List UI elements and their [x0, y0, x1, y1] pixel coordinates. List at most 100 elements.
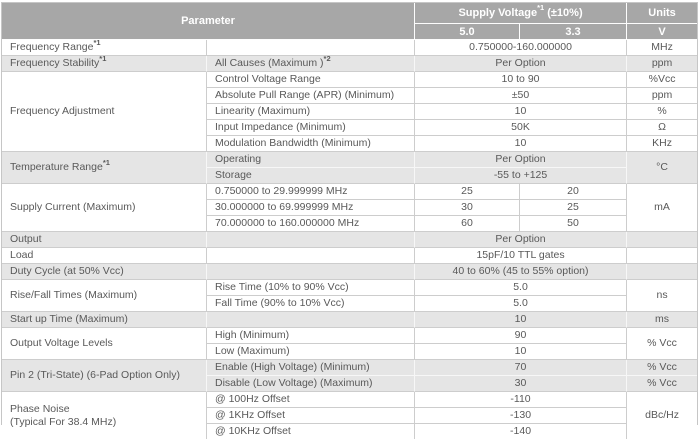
table-row: Output Per Option	[2, 232, 698, 248]
unit-cell: dBc/Hz	[627, 392, 698, 439]
unit-cell: ppm	[627, 56, 698, 72]
table-row: Supply Current (Maximum) 0.750000 to 29.9…	[2, 184, 698, 232]
cell-text: 50	[567, 217, 579, 230]
unit-cell: °C	[627, 152, 698, 184]
value-cell: 90	[415, 328, 628, 344]
cell-text: @ 1KHz Offset	[215, 409, 285, 422]
cell-text: Enable (High Voltage) (Minimum)	[215, 361, 370, 374]
header-3v3-cell: 3.3	[520, 24, 628, 40]
header-parameter-cell: Parameter	[2, 3, 416, 40]
value-cell: 10	[415, 312, 628, 328]
table-row: Input Impedance (Minimum) 50K Ω	[2, 120, 698, 136]
cell-text: mA	[654, 201, 670, 214]
footnote-marker: *1	[102, 157, 110, 167]
cell-text: 15pF/10 TTL gates	[476, 249, 565, 262]
param-cell: Start up Time (Maximum)	[2, 312, 207, 328]
cell-text: ppm	[651, 89, 673, 102]
cell-text: 10	[514, 313, 527, 326]
value-cell: -55 to +125	[415, 168, 628, 184]
value-cell: -140	[415, 424, 628, 439]
footnote-marker: *2	[323, 56, 331, 63]
cell-text: Low (Maximum)	[215, 345, 290, 358]
cell-text: % Vcc	[647, 337, 677, 350]
param-cell: Supply Current (Maximum)	[2, 184, 207, 232]
cell-text: 5.0	[513, 297, 528, 310]
cell-text: @ 10KHz Offset	[215, 425, 291, 438]
value-cell: 25	[520, 200, 628, 216]
cell-text: %	[657, 105, 667, 118]
sub-param-cell: Operating	[207, 152, 416, 168]
param-line: Phase Noise	[10, 403, 70, 416]
cell-text: % Vcc	[647, 377, 677, 390]
cell-text: Duty Cycle (at 50% Vcc)	[10, 265, 124, 278]
cell-text: Per Option	[495, 233, 546, 246]
unit-cell: ppm	[627, 88, 698, 104]
sub-param-cell: Control Voltage Range	[207, 72, 416, 88]
value-cell: 20	[520, 184, 628, 200]
header-volts-label: V	[658, 25, 666, 38]
value-cell: Per Option	[415, 152, 628, 168]
cell-text: Temperature Range	[10, 161, 103, 174]
cell-text: ms	[655, 313, 670, 326]
table-row: Temperature Range*1 Operating Per Option °C	[2, 152, 698, 184]
table-row: Start up Time (Maximum) 10 ms	[2, 312, 698, 328]
table-row: Duty Cycle (at 50% Vcc) 40 to 60% (45 to …	[2, 264, 698, 280]
cell-text: Ω	[658, 121, 666, 134]
param-cell: Frequency Stability*1	[2, 56, 207, 72]
sub-param-cell: Modulation Bandwidth (Minimum)	[207, 136, 416, 152]
value-cell: 50K	[415, 120, 628, 136]
cell-text: @ 100Hz Offset	[215, 393, 290, 406]
header-units-label: Units	[648, 7, 676, 19]
param-cell: Output	[2, 232, 207, 248]
table-row: Rise/Fall Times (Maximum) Rise Time (10% …	[2, 280, 698, 312]
cell-text: 40 to 60% (45 to 55% option)	[452, 265, 589, 278]
cell-text: %Vcc	[648, 73, 676, 86]
cell-text: Supply Current (Maximum)	[10, 201, 136, 214]
cell-text: Linearity (Maximum)	[215, 105, 311, 118]
sub-param-cell: 0.750000 to 29.999999 MHz	[207, 184, 416, 200]
value-cell: 10	[415, 136, 628, 152]
footnote-marker: *1	[99, 56, 107, 63]
cell-text: KHz	[652, 137, 672, 150]
value-cell: Per Option	[415, 56, 628, 72]
value-cell: 0.750000-160.000000	[415, 40, 628, 56]
value-cell: 10	[415, 344, 628, 360]
cell-text: 10	[514, 137, 527, 150]
table-row: Modulation Bandwidth (Minimum) 10 KHz	[2, 136, 698, 152]
cell-text: 25	[461, 185, 473, 198]
sub-param-cell: Disable (Low Voltage) (Maximum)	[207, 376, 416, 392]
sub-param-cell	[207, 248, 416, 264]
table-row: 30.000000 to 69.999999 MHz 30 25	[2, 200, 697, 216]
sub-param-cell: Rise Time (10% to 90% Vcc)	[207, 280, 416, 296]
value-cell: 10 to 90	[415, 72, 628, 88]
cell-text: -110	[510, 393, 531, 406]
cell-text: dBc/Hz	[645, 409, 679, 422]
cell-text: High (Minimum)	[215, 329, 290, 342]
header-supply-voltage-cell: Supply Voltage*1 (±10%)	[415, 3, 628, 24]
sub-param-cell: Absolute Pull Range (APR) (Minimum)	[207, 88, 416, 104]
sub-param-cell: @ 1KHz Offset	[207, 408, 416, 424]
cell-text: All Causes (Maximum )	[215, 57, 324, 70]
cell-text: MHz	[651, 41, 673, 54]
cell-text: Start up Time (Maximum)	[10, 313, 128, 326]
cell-text: -130	[510, 409, 532, 422]
unit-cell: % Vcc	[627, 360, 698, 376]
param-cell: Rise/Fall Times (Maximum)	[2, 280, 207, 312]
cell-text: 20	[567, 185, 579, 198]
cell-text: ns	[656, 289, 668, 302]
table-row: 70.000000 to 160.000000 MHz 60 50	[2, 216, 697, 232]
param-cell: Load	[2, 248, 207, 264]
sub-param-cell	[207, 40, 416, 56]
cell-text: Control Voltage Range	[215, 73, 321, 86]
footnote-marker: *1	[537, 3, 545, 13]
value-cell: ±50	[415, 88, 628, 104]
sub-param-cell: 30.000000 to 69.999999 MHz	[207, 200, 416, 216]
header-row-sub: 5.0 3.3 V	[2, 24, 698, 40]
param-cell: Frequency Range*1	[2, 40, 207, 56]
value-cell: 5.0	[415, 280, 628, 296]
sub-param-cell: Fall Time (90% to 10% Vcc)	[207, 296, 416, 312]
cell-text: ppm	[651, 57, 673, 70]
value-cell: 30	[415, 200, 521, 216]
header-5v-label: 5.0	[459, 25, 475, 38]
